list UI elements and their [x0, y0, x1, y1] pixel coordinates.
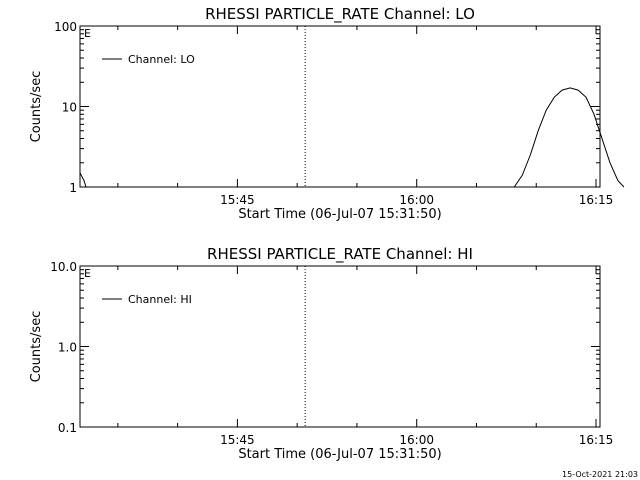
x-tick-label: 16:00	[399, 193, 434, 207]
marker-label-e: E	[84, 27, 91, 40]
x-tick-label: 15:45	[220, 193, 255, 207]
y-tick-label: 1.0	[58, 341, 77, 355]
chart-panel-1: RHESSI PARTICLE_RATE Channel: LO 15:45 16:…	[29, 5, 625, 222]
footer-timestamp: 15-Oct-2021 21:03	[562, 470, 638, 479]
y-tick-label: 1	[69, 181, 77, 195]
y-tick-label: 10.0	[50, 260, 77, 274]
chart-title: RHESSI PARTICLE_RATE Channel: HI	[207, 245, 473, 264]
x-axis-label: Start Time (06-Jul-07 15:31:50)	[238, 207, 441, 222]
marker-label-e: E	[84, 267, 91, 280]
y-tick-label: 100	[54, 20, 77, 34]
y-axis-label: Counts/sec	[29, 311, 44, 383]
x-tick-label: 15:45	[220, 433, 255, 447]
plot-frame	[79, 265, 601, 428]
chart-panel-2: RHESSI PARTICLE_RATE Channel: HI 15:45 16:…	[29, 245, 614, 462]
series-line-segment	[79, 172, 87, 188]
y-tick-label: 10	[62, 101, 77, 115]
y-tick-label: 0.1	[58, 421, 77, 435]
legend-label: Channel: HI	[128, 293, 192, 306]
plot-frame	[79, 25, 601, 188]
x-tick-label: 16:15	[579, 193, 614, 207]
series-line-segment	[513, 87, 625, 188]
chart-title: RHESSI PARTICLE_RATE Channel: LO	[205, 5, 475, 24]
x-tick-label: 16:00	[399, 433, 434, 447]
legend-label: Channel: LO	[128, 53, 195, 66]
x-tick-label: 16:15	[579, 433, 614, 447]
y-axis-label: Counts/sec	[29, 71, 44, 143]
x-axis-label: Start Time (06-Jul-07 15:31:50)	[238, 447, 441, 462]
